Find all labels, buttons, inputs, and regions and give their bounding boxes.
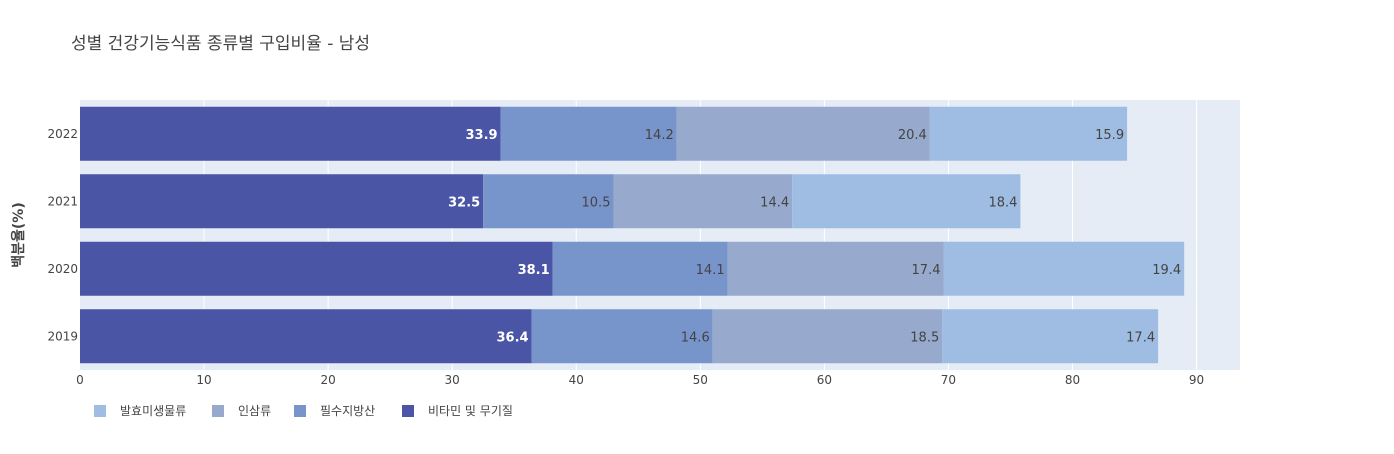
data-label: 17.4 — [912, 263, 941, 278]
legend-swatch — [212, 405, 224, 417]
x-tick-label: 40 — [569, 373, 584, 387]
data-label: 32.5 — [448, 195, 480, 210]
y-tick-label: 2020 — [47, 262, 78, 276]
x-tick-label: 80 — [1065, 373, 1080, 387]
data-label: 36.4 — [497, 330, 529, 345]
legend-swatch — [94, 405, 106, 417]
bar-segment — [483, 174, 614, 229]
data-label: 38.1 — [518, 263, 550, 278]
x-tick-label: 30 — [445, 373, 460, 387]
bar-segment — [676, 106, 930, 161]
data-label: 15.9 — [1095, 128, 1124, 143]
data-label: 10.5 — [582, 195, 611, 210]
bar-segment — [552, 241, 728, 296]
x-tick-label: 90 — [1189, 373, 1204, 387]
bar-segment — [929, 106, 1128, 161]
x-tick-label: 60 — [817, 373, 832, 387]
bar-segment — [792, 174, 1021, 229]
y-tick-label: 2019 — [47, 329, 78, 343]
bar-segment — [727, 241, 944, 296]
legend-label: 비타민 및 무기질 — [428, 404, 513, 418]
bar-segment — [80, 241, 553, 296]
data-label: 14.2 — [645, 128, 674, 143]
bar-segment — [80, 174, 484, 229]
x-tick-label: 10 — [196, 373, 211, 387]
data-label: 33.9 — [465, 128, 497, 143]
bar-segment — [500, 106, 677, 161]
bar-segment — [942, 309, 1159, 364]
bar-segment — [943, 241, 1185, 296]
bar-segment — [80, 106, 501, 161]
data-label: 18.4 — [988, 195, 1017, 210]
legend-label: 발효미생물류 — [120, 404, 186, 418]
bar-segment — [80, 309, 532, 364]
legend-item[interactable]: 비타민 및 무기질 — [402, 404, 513, 418]
data-label: 18.5 — [910, 330, 939, 345]
data-label: 19.4 — [1152, 263, 1181, 278]
x-tick-label: 70 — [941, 373, 956, 387]
bar-segment — [613, 174, 793, 229]
legend-item[interactable]: 인삼류 — [212, 404, 271, 418]
data-label: 14.4 — [760, 195, 789, 210]
data-label: 14.6 — [681, 330, 710, 345]
y-tick-label: 2021 — [47, 194, 78, 208]
legend-item[interactable]: 필수지방산 — [294, 404, 375, 418]
x-tick-label: 0 — [76, 373, 84, 387]
data-label: 14.1 — [696, 263, 725, 278]
y-tick-label: 2022 — [47, 127, 78, 141]
legend-label: 인삼류 — [238, 404, 271, 418]
data-label: 17.4 — [1126, 330, 1155, 345]
x-tick-label: 20 — [320, 373, 335, 387]
chart-title: 성별 건강기능식품 종류별 구입비율 - 남성 — [71, 34, 370, 54]
bar-segment — [712, 309, 943, 364]
x-tick-label: 50 — [693, 373, 708, 387]
legend-item[interactable]: 발효미생물류 — [94, 404, 186, 418]
data-label: 20.4 — [898, 128, 927, 143]
legend-swatch — [294, 405, 306, 417]
legend-label: 필수지방산 — [320, 404, 375, 418]
bar-segment — [531, 309, 713, 364]
legend-swatch — [402, 405, 414, 417]
y-axis-label: 백분율(%) — [10, 202, 27, 267]
